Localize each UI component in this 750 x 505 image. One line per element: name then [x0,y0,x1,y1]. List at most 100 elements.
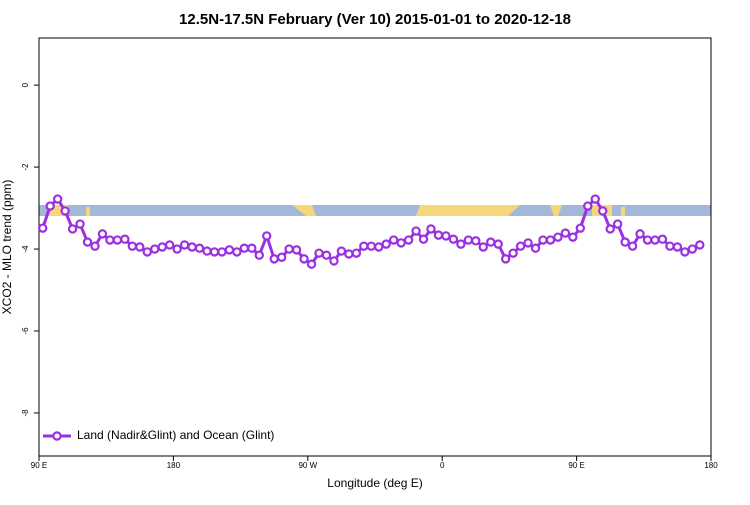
data-point [344,249,354,259]
data-point [486,237,496,247]
plot-frame [38,37,712,457]
data-point [209,247,220,257]
data-point [127,241,138,251]
data-point [381,239,391,249]
data-point [515,241,526,251]
data-point [568,232,578,242]
data-point [680,247,690,257]
data-point [448,234,459,244]
data-point [38,223,48,233]
data-point [590,194,600,204]
data-point [164,240,175,250]
data-point [306,259,317,269]
y-tick-label: -4 [21,245,30,253]
data-point [299,254,309,264]
data-point [695,240,705,250]
x-tick-label: 90 E [568,461,584,470]
data-point [605,224,615,234]
data-point [687,244,698,254]
data-point [575,223,586,233]
data-point [598,206,608,216]
data-point [433,230,444,240]
data-point [471,236,481,246]
data-point [150,244,160,254]
data-point [239,243,250,253]
chart-title: 12.5N-17.5N February (Ver 10) 2015-01-01… [179,11,571,28]
y-tick-label: -6 [21,327,30,335]
data-point [52,194,63,204]
data-point [75,219,85,229]
data-point [82,237,93,247]
data-point [665,241,675,251]
data-point [620,237,630,247]
data-point [45,201,55,211]
data-point [642,235,653,245]
data-point [284,244,294,254]
land-patch [86,207,90,216]
data-point [426,224,436,234]
data-point [276,252,287,262]
ocean-band [39,205,711,216]
data-point [388,235,399,245]
data-point [232,247,242,257]
legend-label: Land (Nadir&Glint) and Ocean (Glint) [77,428,274,442]
data-point [627,241,638,251]
data-point [269,254,279,264]
data-point [135,242,145,252]
data-point [530,243,541,253]
data-point [456,239,466,249]
land-patch [550,205,562,216]
data-point [67,224,78,234]
x-tick-label: 0 [440,461,445,470]
data-point [291,245,302,255]
data-point [329,256,339,266]
x-axis-label: Longitude (deg E) [327,476,422,490]
data-point [523,238,533,248]
data-point [538,235,548,245]
data-point [650,235,660,245]
data-point [194,243,205,253]
data-point [105,235,115,245]
data-point [612,219,623,229]
data-point [321,250,332,260]
x-tick-label: 180 [167,461,181,470]
data-point [224,245,235,255]
legend-marker [52,431,62,441]
data-point [403,235,414,245]
map-band [39,205,711,216]
data-point [553,232,563,242]
data-point [545,235,556,245]
data-point [172,244,182,254]
data-point [508,248,518,258]
data-point [314,248,324,258]
data-point [657,234,668,244]
data-point [217,247,227,257]
data-point [374,242,384,252]
y-axis-label: XCO2 - MLO trend (ppm) [0,180,14,315]
data-point [560,228,571,238]
data-point [179,240,190,250]
y-tick-label: -8 [21,409,30,417]
data-point [583,201,593,211]
data-point [478,242,488,252]
data-point [500,254,511,264]
data-point [493,239,503,249]
data-point [366,241,376,251]
data-point [441,231,451,241]
data-point [112,235,123,245]
data-point [90,241,100,251]
data-point [262,231,272,241]
data-point [142,247,152,257]
data-point [672,242,683,252]
x-tick-label: 90 E [31,461,47,470]
data-point [396,238,406,248]
land-patch [621,207,625,216]
land-patch [292,205,316,216]
land-patch [416,205,520,216]
x-tick-label: 90 W [298,461,317,470]
y-tick-label: 0 [21,82,30,87]
data-point [463,235,474,245]
data-point [157,242,167,252]
